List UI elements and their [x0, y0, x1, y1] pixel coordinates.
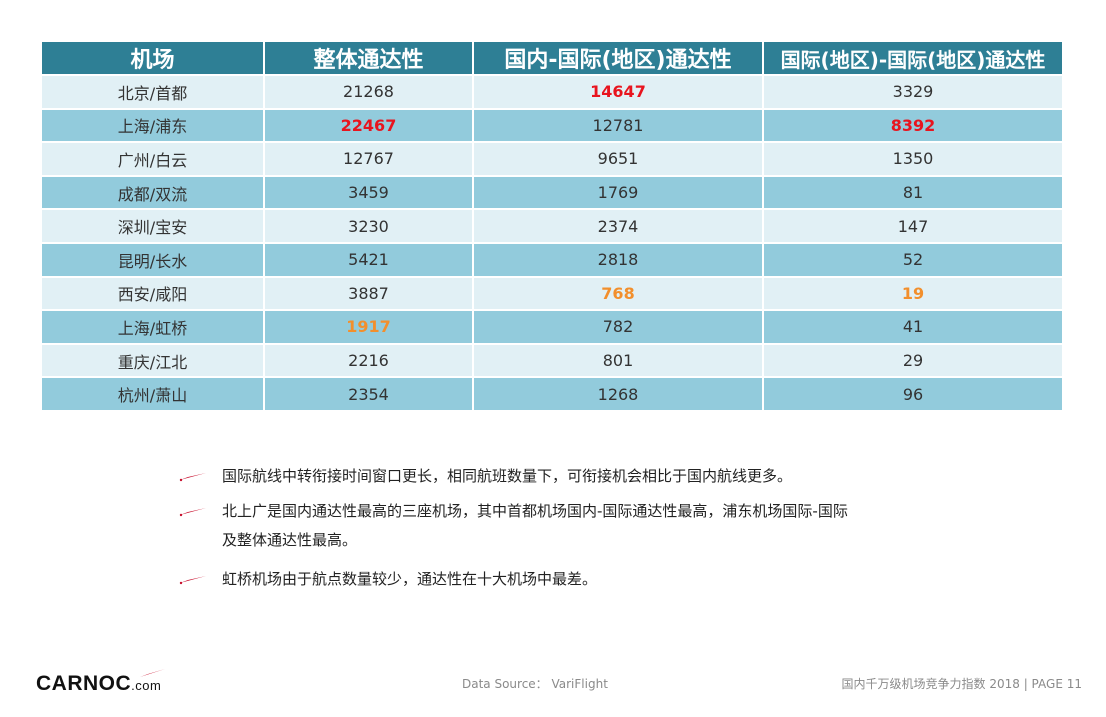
header-domestic-international: 国内-国际(地区)通达性 [473, 42, 764, 76]
cell-domestic-international: 782 [473, 310, 764, 345]
table-header-row: 机场 整体通达性 国内-国际(地区)通达性 国际(地区)-国际(地区)通达性 [42, 42, 1062, 76]
data-source: Data Source： VariFlight [462, 677, 608, 691]
logo-swoosh-icon [140, 669, 165, 677]
cell-airport: 广州/白云 [42, 142, 265, 177]
cell-domestic-international: 801 [473, 343, 764, 379]
cell-domestic-international: 1769 [473, 175, 764, 211]
bullet-list: 国际航线中转衔接时间窗口更长，相同航班数量下，可衔接机会相比于国内航线更多。 北… [178, 462, 958, 594]
logo-text: CARNOC [36, 672, 132, 695]
cell-domestic-international: 768 [473, 276, 764, 312]
table-row: 北京/首都 21268 14647 3329 [42, 75, 1062, 110]
cell-domestic-international: 14647 [473, 75, 764, 110]
bullet-arrow-icon [179, 473, 206, 482]
cell-airport: 北京/首都 [42, 75, 265, 110]
cell-domestic-international: 2818 [473, 242, 764, 278]
table-row: 重庆/江北 2216 801 29 [42, 343, 1062, 379]
cell-overall: 2216 [264, 343, 474, 379]
cell-airport: 西安/咸阳 [42, 276, 265, 312]
table-row: 上海/虹桥 1917 782 41 [42, 310, 1062, 345]
bullet-text: 虹桥机场由于航点数量较少，通达性在十大机场中最差。 [222, 570, 598, 588]
carnoc-logo: CARNOC.com [36, 669, 165, 696]
bullet-arrow-icon [179, 508, 206, 517]
table-row: 广州/白云 12767 9651 1350 [42, 142, 1062, 177]
logo-suffix: .com [131, 678, 162, 693]
bullet-item: 北上广是国内通达性最高的三座机场，其中首都机场国内-国际通达性最高，浦东机场国际… [178, 497, 958, 555]
table-row: 深圳/宝安 3230 2374 147 [42, 209, 1062, 244]
cell-domestic-international: 9651 [473, 142, 764, 177]
cell-overall: 22467 [264, 108, 474, 144]
cell-international-international: 96 [763, 377, 1062, 412]
table-row: 上海/浦东 22467 12781 8392 [42, 108, 1062, 144]
cell-airport: 杭州/萧山 [42, 377, 265, 412]
bullet-text-line: 及整体通达性最高。 [222, 531, 358, 549]
cell-overall: 3887 [264, 276, 474, 312]
cell-domestic-international: 12781 [473, 108, 764, 144]
airport-connectivity-table: 机场 整体通达性 国内-国际(地区)通达性 国际(地区)-国际(地区)通达性 北… [42, 42, 1062, 412]
bullet-arrow-icon [179, 576, 206, 585]
cell-airport: 深圳/宝安 [42, 209, 265, 244]
cell-international-international: 19 [763, 276, 1062, 312]
table-row: 杭州/萧山 2354 1268 96 [42, 377, 1062, 412]
cell-international-international: 1350 [763, 142, 1062, 177]
header-overall: 整体通达性 [264, 42, 474, 76]
cell-overall: 21268 [264, 75, 474, 110]
cell-international-international: 41 [763, 310, 1062, 345]
page-info: 国内千万级机场竞争力指数 2018 | PAGE 11 [841, 677, 1082, 691]
cell-airport: 昆明/长水 [42, 242, 265, 278]
cell-international-international: 52 [763, 242, 1062, 278]
cell-overall: 3459 [264, 175, 474, 211]
table-row: 昆明/长水 5421 2818 52 [42, 242, 1062, 278]
header-international-international: 国际(地区)-国际(地区)通达性 [763, 42, 1062, 76]
table-row: 成都/双流 3459 1769 81 [42, 175, 1062, 211]
header-airport: 机场 [42, 42, 265, 76]
bullet-item: 国际航线中转衔接时间窗口更长，相同航班数量下，可衔接机会相比于国内航线更多。 [178, 462, 958, 491]
bullet-text: 国际航线中转衔接时间窗口更长，相同航班数量下，可衔接机会相比于国内航线更多。 [222, 467, 793, 485]
cell-international-international: 3329 [763, 75, 1062, 110]
cell-airport: 成都/双流 [42, 175, 265, 211]
cell-overall: 3230 [264, 209, 474, 244]
cell-airport: 上海/浦东 [42, 108, 265, 144]
cell-overall: 1917 [264, 310, 474, 345]
bullet-text-line: 北上广是国内通达性最高的三座机场，其中首都机场国内-国际通达性最高，浦东机场国际… [222, 502, 848, 520]
cell-domestic-international: 2374 [473, 209, 764, 244]
cell-international-international: 8392 [763, 108, 1062, 144]
table-row: 西安/咸阳 3887 768 19 [42, 276, 1062, 312]
cell-overall: 2354 [264, 377, 474, 412]
cell-airport: 重庆/江北 [42, 343, 265, 379]
cell-overall: 5421 [264, 242, 474, 278]
airport-connectivity-table-wrapper: 机场 整体通达性 国内-国际(地区)通达性 国际(地区)-国际(地区)通达性 北… [42, 42, 1062, 412]
cell-international-international: 147 [763, 209, 1062, 244]
cell-airport: 上海/虹桥 [42, 310, 265, 345]
cell-international-international: 29 [763, 343, 1062, 379]
bullet-item: 虹桥机场由于航点数量较少，通达性在十大机场中最差。 [178, 565, 958, 594]
cell-overall: 12767 [264, 142, 474, 177]
cell-international-international: 81 [763, 175, 1062, 211]
cell-domestic-international: 1268 [473, 377, 764, 412]
